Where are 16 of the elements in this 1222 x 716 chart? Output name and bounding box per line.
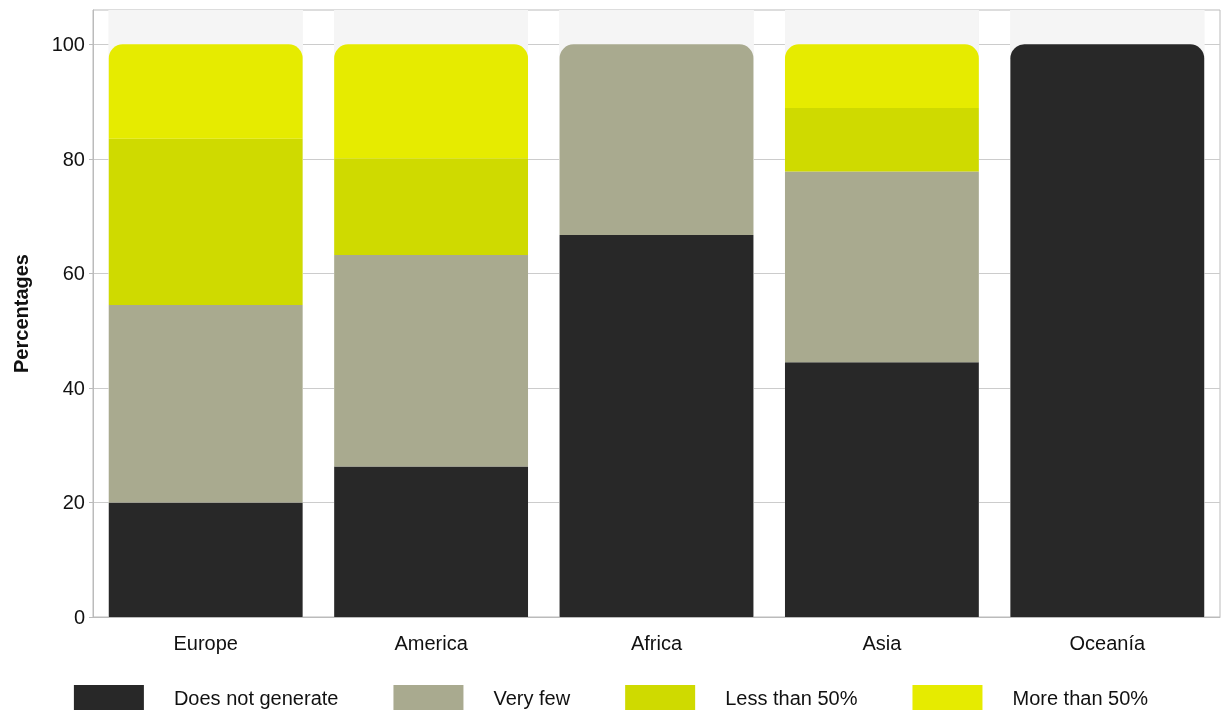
x-tick-label: America	[394, 632, 469, 654]
y-tick-label: 40	[62, 376, 85, 399]
y-tick-label: 20	[62, 491, 85, 514]
x-tick-label: Europe	[173, 632, 238, 654]
y-axis-title: Percentages	[10, 254, 32, 373]
y-tick-label: 0	[73, 606, 85, 628]
legend-label: Does not generate	[173, 686, 339, 709]
x-tick-label: Africa	[630, 632, 683, 654]
legend-label: Less than 50%	[725, 686, 858, 709]
x-tick-label: Asia	[862, 632, 903, 654]
y-tick-label: 60	[62, 262, 85, 285]
y-tick-label: 80	[62, 147, 85, 170]
x-tick-label: Oceanía	[1069, 632, 1146, 654]
y-tick-label: 100	[51, 33, 85, 56]
legend-label: Very few	[493, 686, 571, 709]
legend-label: More than 50%	[1012, 686, 1149, 709]
